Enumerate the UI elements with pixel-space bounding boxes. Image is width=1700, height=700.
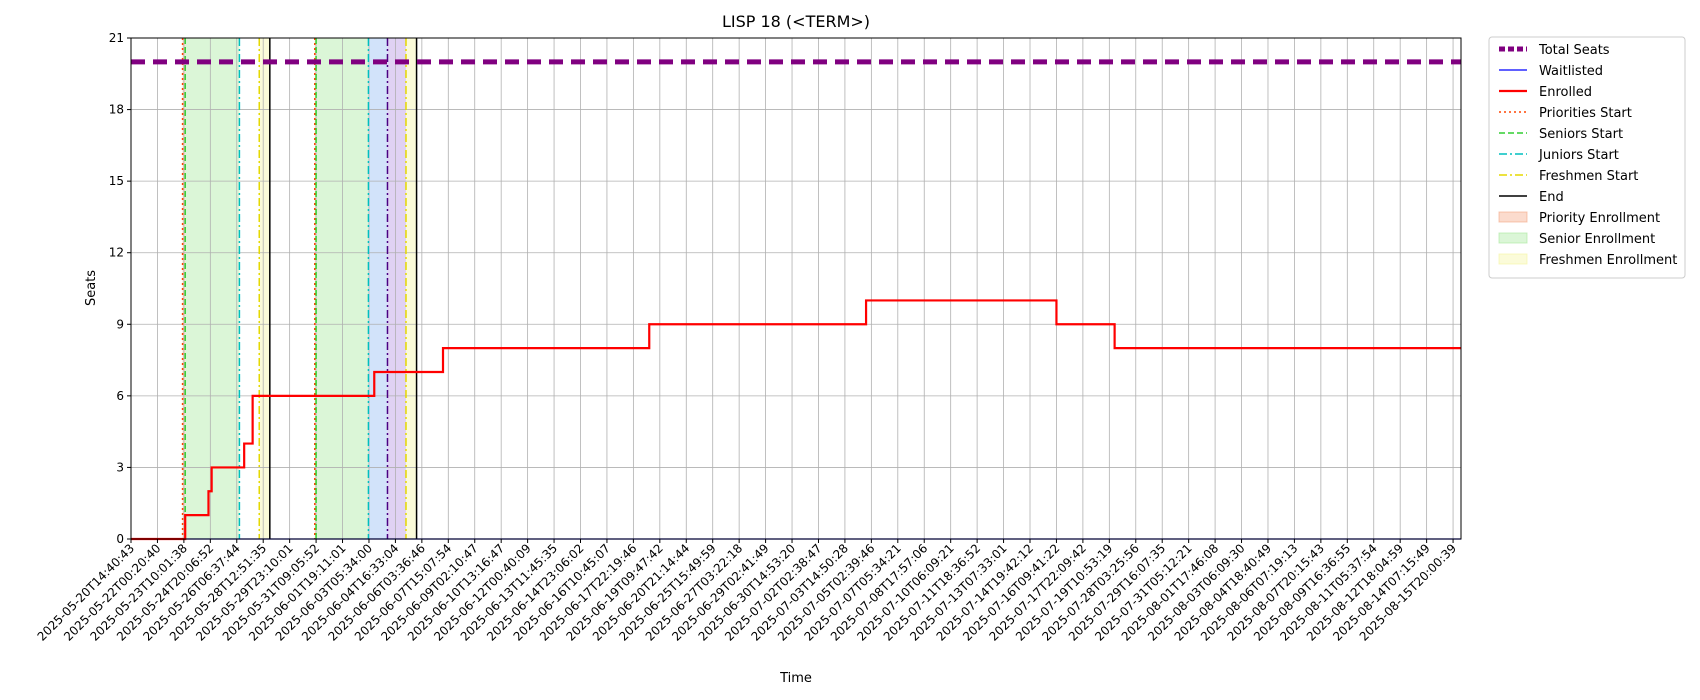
legend-label: Freshmen Enrollment — [1539, 253, 1677, 268]
legend-label: Seniors Start — [1539, 127, 1623, 142]
legend-label: Waitlisted — [1539, 64, 1603, 79]
plot-background — [131, 38, 1461, 539]
legend-box — [1488, 36, 1686, 279]
region-band — [387, 38, 406, 539]
legend-label: Priority Enrollment — [1539, 211, 1660, 226]
plot-area — [131, 38, 1461, 539]
legend-label: End — [1539, 190, 1564, 205]
legend-swatch — [1498, 211, 1528, 223]
legend-label: Juniors Start — [1538, 148, 1619, 163]
enrollment-regions — [182, 38, 417, 539]
x-ticks: 2025-05-20T14:40:432025-05-22T00:20:4020… — [35, 539, 1459, 644]
region-band — [259, 38, 270, 539]
y-tick-label: 18 — [109, 103, 124, 117]
y-axis-label: Seats — [84, 270, 99, 306]
legend-label: Senior Enrollment — [1539, 232, 1655, 247]
y-tick-label: 6 — [116, 389, 124, 403]
legend-swatch — [1498, 253, 1528, 265]
y-tick-label: 15 — [109, 174, 124, 188]
legend: Total Seats Waitlisted Enrolled Priorities … — [1488, 36, 1686, 279]
y-tick-label: 21 — [109, 31, 124, 45]
phase-markers — [181, 38, 418, 539]
legend-label: Priorities Start — [1539, 106, 1632, 121]
legend-label: Total Seats — [1538, 43, 1610, 58]
region-band — [368, 38, 388, 539]
y-tick-label: 3 — [116, 460, 124, 474]
region-band — [185, 38, 240, 539]
plot-frame — [130, 37, 1462, 540]
y-tick-label: 9 — [116, 317, 124, 331]
x-axis-label: Time — [779, 671, 812, 686]
legend-label: Enrolled — [1539, 85, 1592, 100]
y-tick-label: 12 — [109, 246, 124, 260]
y-ticks: 0 3 6 9 12 15 18 21 — [109, 31, 131, 546]
legend-swatch — [1498, 232, 1528, 244]
axes — [130, 37, 1462, 540]
legend-label: Freshmen Start — [1539, 169, 1638, 184]
region-band — [405, 38, 417, 539]
y-tick-label: 0 — [116, 532, 124, 546]
series-line — [131, 299, 1461, 541]
chart-title: LISP 18 (<TERM>) — [722, 12, 870, 31]
